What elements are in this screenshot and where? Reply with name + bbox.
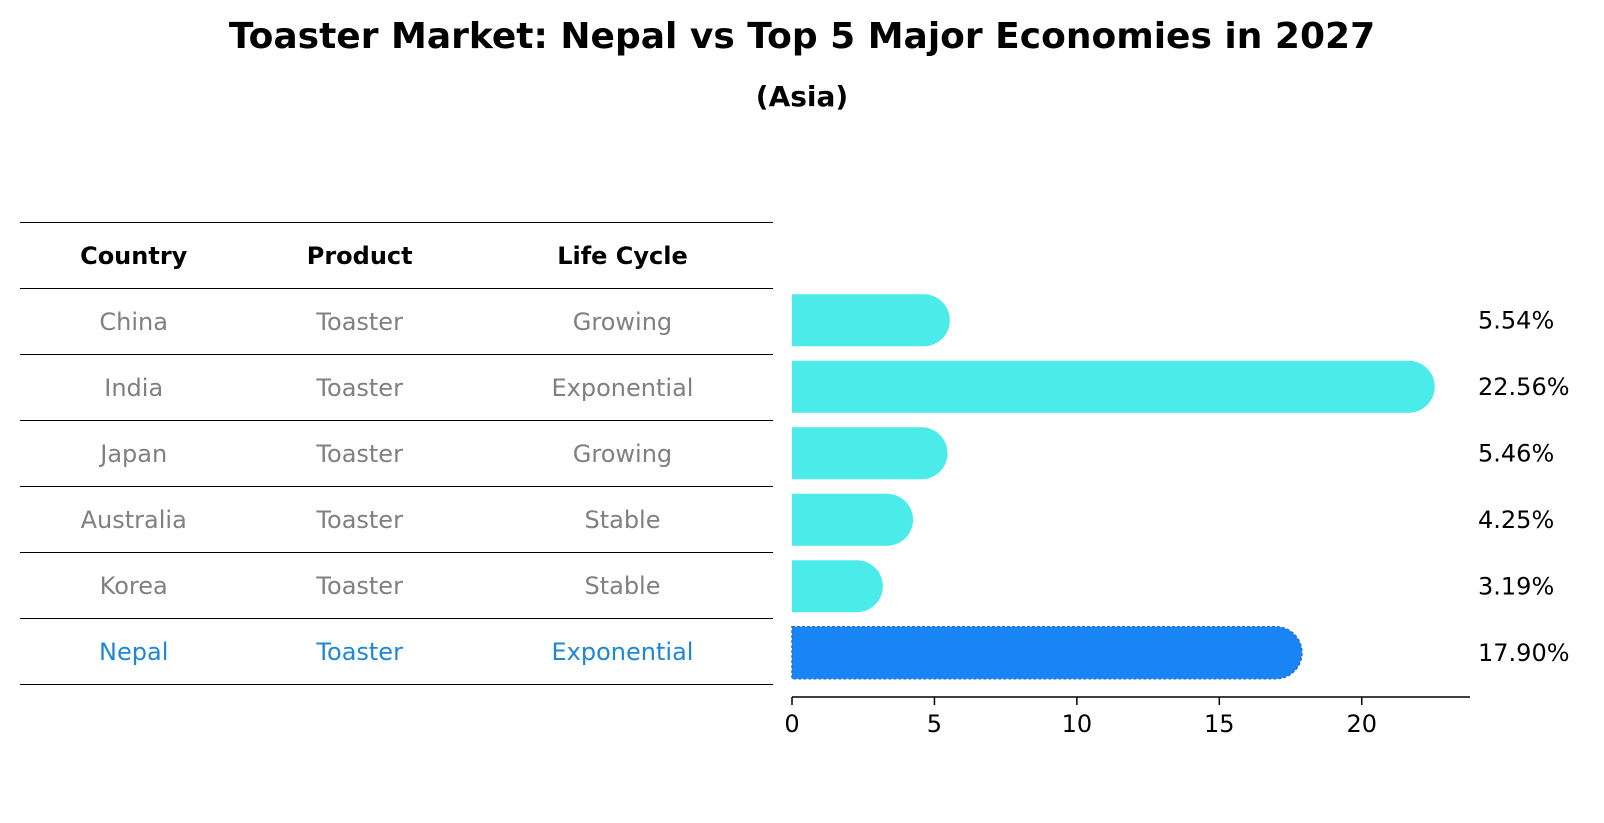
value-label-australia: 4.25% xyxy=(1478,506,1554,534)
header-country: Country xyxy=(20,222,248,289)
value-label-nepal: 17.90% xyxy=(1478,639,1570,667)
market-table: Country Product Life Cycle China Toaster… xyxy=(20,222,773,685)
x-tick-label: 0 xyxy=(784,710,799,738)
chart-title: Toaster Market: Nepal vs Top 5 Major Eco… xyxy=(228,16,1376,57)
cell-life-cycle: Growing xyxy=(471,288,773,355)
cell-life-cycle: Stable xyxy=(471,486,773,553)
cell-country: India xyxy=(20,354,248,421)
table-row: Australia Toaster Stable xyxy=(20,486,773,553)
cell-product: Toaster xyxy=(247,420,472,487)
value-label-china: 5.54% xyxy=(1478,306,1554,334)
cell-product: Toaster xyxy=(247,288,472,355)
x-tick-label: 15 xyxy=(1204,710,1235,738)
cell-country: Korea xyxy=(20,552,248,619)
table-row: China Toaster Growing xyxy=(20,288,773,355)
x-tick-label: 20 xyxy=(1346,710,1377,738)
cell-product: Toaster xyxy=(247,354,472,421)
cell-country: China xyxy=(20,288,248,355)
table-row-highlight: Nepal Toaster Exponential xyxy=(20,618,773,685)
cell-product: Toaster xyxy=(247,618,472,685)
bar-australia xyxy=(792,493,914,546)
value-label-korea: 3.19% xyxy=(1478,572,1554,600)
cell-country: Australia xyxy=(20,486,248,553)
bar-india xyxy=(792,360,1435,413)
value-label-japan: 5.46% xyxy=(1478,439,1554,467)
table-row: India Toaster Exponential xyxy=(20,354,773,421)
header-life-cycle: Life Cycle xyxy=(471,222,773,289)
bar-china xyxy=(792,294,950,347)
table-row: Japan Toaster Growing xyxy=(20,420,773,487)
header-product: Product xyxy=(247,222,472,289)
cell-life-cycle: Exponential xyxy=(471,618,773,685)
x-tick-label: 5 xyxy=(927,710,942,738)
bar-japan xyxy=(792,427,948,480)
cell-product: Toaster xyxy=(247,552,472,619)
value-label-india: 22.56% xyxy=(1478,373,1570,401)
table-row: Korea Toaster Stable xyxy=(20,552,773,619)
bar-korea xyxy=(792,560,883,613)
bar-nepal xyxy=(791,626,1303,680)
cell-product: Toaster xyxy=(247,486,472,553)
cell-life-cycle: Exponential xyxy=(471,354,773,421)
cell-life-cycle: Stable xyxy=(471,552,773,619)
cell-country: Nepal xyxy=(20,618,248,685)
table-header-row: Country Product Life Cycle xyxy=(20,222,773,289)
chart-subtitle: (Asia) xyxy=(755,80,849,113)
x-tick-label: 10 xyxy=(1062,710,1093,738)
cell-country: Japan xyxy=(20,420,248,487)
cell-life-cycle: Growing xyxy=(471,420,773,487)
